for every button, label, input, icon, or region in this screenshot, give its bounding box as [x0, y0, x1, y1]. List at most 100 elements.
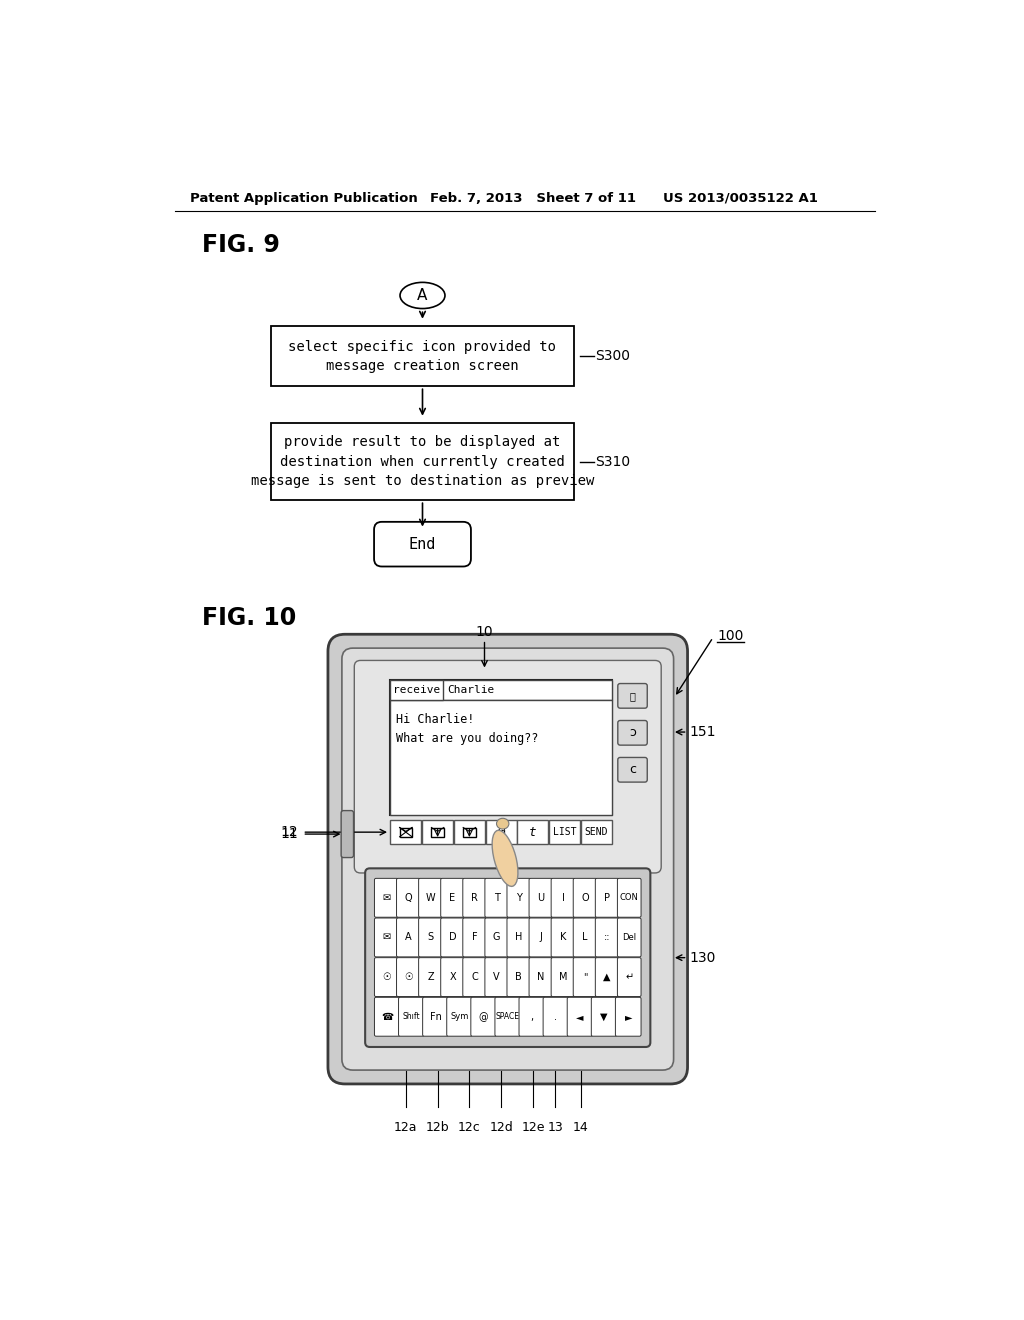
FancyBboxPatch shape: [419, 878, 442, 917]
FancyBboxPatch shape: [551, 878, 574, 917]
Text: ✉: ✉: [382, 892, 390, 903]
FancyBboxPatch shape: [567, 998, 593, 1036]
Text: @: @: [479, 1011, 488, 1022]
FancyBboxPatch shape: [423, 998, 449, 1036]
Text: D: D: [449, 932, 457, 942]
Text: US 2013/0035122 A1: US 2013/0035122 A1: [663, 191, 817, 205]
Text: 151: 151: [690, 725, 717, 739]
Text: 12e: 12e: [521, 1121, 545, 1134]
FancyBboxPatch shape: [617, 684, 647, 708]
FancyBboxPatch shape: [507, 917, 530, 957]
FancyBboxPatch shape: [485, 878, 509, 917]
FancyBboxPatch shape: [390, 681, 612, 816]
Text: ": ": [583, 972, 588, 982]
Text: LIST: LIST: [553, 828, 577, 837]
FancyBboxPatch shape: [396, 958, 420, 997]
FancyBboxPatch shape: [463, 917, 486, 957]
Text: FIG. 10: FIG. 10: [202, 606, 296, 630]
FancyBboxPatch shape: [419, 958, 442, 997]
Text: Del: Del: [623, 933, 636, 942]
Text: Charlie: Charlie: [447, 685, 495, 696]
FancyBboxPatch shape: [517, 820, 549, 845]
Text: FIG. 9: FIG. 9: [202, 232, 280, 256]
Text: c: c: [629, 763, 636, 776]
FancyBboxPatch shape: [543, 998, 568, 1036]
FancyBboxPatch shape: [617, 758, 647, 781]
Text: Z: Z: [427, 972, 434, 982]
Text: t: t: [529, 825, 537, 838]
FancyBboxPatch shape: [431, 828, 443, 837]
FancyBboxPatch shape: [551, 958, 574, 997]
FancyBboxPatch shape: [519, 998, 545, 1036]
Text: 12a: 12a: [394, 1121, 418, 1134]
Text: Shıft: Shıft: [402, 1012, 420, 1022]
Text: S310: S310: [595, 455, 631, 469]
FancyBboxPatch shape: [440, 917, 464, 957]
Text: U: U: [538, 892, 545, 903]
Text: J: J: [540, 932, 543, 942]
FancyBboxPatch shape: [396, 917, 420, 957]
Text: F: F: [472, 932, 477, 942]
Text: 12: 12: [281, 825, 299, 840]
Text: I: I: [561, 892, 564, 903]
FancyBboxPatch shape: [375, 998, 400, 1036]
FancyBboxPatch shape: [573, 958, 597, 997]
FancyBboxPatch shape: [573, 917, 597, 957]
FancyBboxPatch shape: [529, 917, 553, 957]
FancyBboxPatch shape: [374, 521, 471, 566]
Text: C: C: [471, 972, 478, 982]
FancyBboxPatch shape: [617, 958, 641, 997]
FancyBboxPatch shape: [354, 660, 662, 873]
FancyBboxPatch shape: [595, 917, 618, 957]
FancyBboxPatch shape: [375, 878, 398, 917]
Ellipse shape: [497, 818, 509, 829]
Text: .: .: [554, 1011, 557, 1022]
FancyBboxPatch shape: [390, 701, 612, 816]
Text: B: B: [515, 972, 522, 982]
Text: receive: receive: [392, 685, 440, 696]
Text: Hi Charlie!: Hi Charlie!: [396, 713, 474, 726]
Text: 11: 11: [281, 828, 299, 841]
FancyBboxPatch shape: [366, 869, 650, 1047]
Text: 12c: 12c: [458, 1121, 480, 1134]
Text: X: X: [450, 972, 456, 982]
FancyBboxPatch shape: [529, 958, 553, 997]
Text: K: K: [560, 932, 566, 942]
FancyBboxPatch shape: [507, 878, 530, 917]
Text: End: End: [409, 537, 436, 552]
Text: Sym: Sym: [451, 1012, 469, 1022]
Text: V: V: [494, 972, 500, 982]
Text: A: A: [418, 288, 428, 304]
Text: Fn: Fn: [429, 1011, 441, 1022]
FancyBboxPatch shape: [271, 424, 573, 500]
Text: Feb. 7, 2013   Sheet 7 of 11: Feb. 7, 2013 Sheet 7 of 11: [430, 191, 636, 205]
Text: N: N: [538, 972, 545, 982]
FancyBboxPatch shape: [463, 958, 486, 997]
Text: What are you doing??: What are you doing??: [396, 733, 539, 746]
FancyBboxPatch shape: [551, 917, 574, 957]
FancyBboxPatch shape: [581, 820, 612, 845]
FancyBboxPatch shape: [495, 998, 520, 1036]
Text: ,: ,: [530, 1011, 534, 1022]
Text: Y: Y: [516, 892, 522, 903]
Text: ↵: ↵: [626, 972, 633, 982]
FancyBboxPatch shape: [617, 878, 641, 917]
FancyBboxPatch shape: [271, 326, 573, 387]
FancyBboxPatch shape: [440, 958, 464, 997]
Text: select specific icon provided to
message creation screen: select specific icon provided to message…: [289, 339, 556, 374]
FancyBboxPatch shape: [617, 917, 641, 957]
Text: W: W: [426, 892, 435, 903]
FancyBboxPatch shape: [454, 820, 485, 845]
FancyBboxPatch shape: [422, 820, 453, 845]
FancyBboxPatch shape: [390, 681, 442, 701]
FancyBboxPatch shape: [485, 958, 509, 997]
Text: ☎: ☎: [381, 1011, 393, 1022]
Text: 100: 100: [717, 628, 743, 643]
FancyBboxPatch shape: [342, 648, 674, 1071]
FancyBboxPatch shape: [446, 998, 472, 1036]
FancyBboxPatch shape: [615, 998, 641, 1036]
FancyBboxPatch shape: [529, 878, 553, 917]
Text: ☉: ☉: [404, 972, 413, 982]
Text: 📞: 📞: [630, 690, 636, 701]
Text: 12b: 12b: [426, 1121, 450, 1134]
